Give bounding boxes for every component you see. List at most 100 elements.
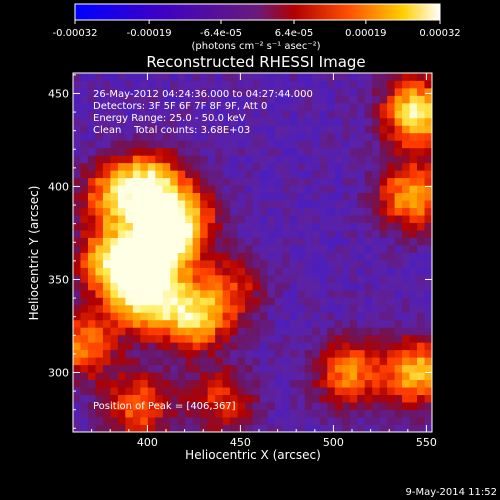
heatmap-cell xyxy=(364,364,373,373)
heatmap-cell xyxy=(289,125,298,134)
heatmap-cell xyxy=(177,379,186,388)
heatmap-cell xyxy=(282,237,291,246)
heatmap-cell xyxy=(402,267,410,276)
heatmap-cell xyxy=(282,364,291,373)
heatmap-cell xyxy=(102,80,111,89)
heatmap-cell xyxy=(297,147,306,156)
heatmap-cell xyxy=(162,297,171,306)
heatmap-cell xyxy=(87,334,96,343)
heatmap-cell xyxy=(349,334,358,343)
heatmap-cell xyxy=(215,289,223,298)
heatmap-cell xyxy=(259,402,268,410)
heatmap-cell xyxy=(117,147,126,156)
heatmap-cell xyxy=(334,342,343,351)
heatmap-cell xyxy=(259,170,268,179)
heatmap-cell xyxy=(147,289,156,298)
heatmap-cell xyxy=(222,192,231,201)
heatmap-cell xyxy=(87,379,96,388)
heatmap-cell xyxy=(297,394,306,403)
heatmap-cell xyxy=(237,364,246,373)
heatmap-cell xyxy=(402,312,410,321)
heatmap-cell xyxy=(357,379,366,388)
heatmap-cell xyxy=(342,312,351,321)
heatmap-cell xyxy=(200,402,209,410)
heatmap-cell xyxy=(245,155,253,164)
heatmap-cell xyxy=(274,155,283,164)
heatmap-cell xyxy=(327,87,336,96)
heatmap-cell xyxy=(357,215,366,223)
heatmap-cell xyxy=(185,402,194,410)
heatmap-cell xyxy=(387,289,396,298)
heatmap-cell xyxy=(372,417,381,425)
heatmap-cell xyxy=(372,117,381,126)
heatmap-cell xyxy=(349,170,358,179)
heatmap-cell xyxy=(73,207,81,216)
heatmap-cell xyxy=(132,267,141,276)
heatmap-cell xyxy=(237,334,246,343)
heatmap-cell xyxy=(132,312,141,321)
heatmap-cell xyxy=(274,87,283,96)
heatmap-cell xyxy=(282,252,291,261)
heatmap-cell xyxy=(372,87,381,96)
heatmap-cell xyxy=(117,102,126,111)
heatmap-cell xyxy=(177,245,186,253)
heatmap-cell xyxy=(349,192,358,201)
heatmap-cell xyxy=(215,334,223,343)
heatmap-cell xyxy=(215,215,223,223)
heatmap-cell xyxy=(364,304,373,313)
heatmap-cell xyxy=(170,237,179,246)
heatmap-cell xyxy=(319,282,328,291)
heatmap-cell xyxy=(372,80,381,89)
heatmap-cell xyxy=(185,357,194,366)
heatmap-cell xyxy=(327,185,336,194)
heatmap-cell xyxy=(185,282,194,291)
heatmap-cell xyxy=(200,357,209,366)
heatmap-cell xyxy=(282,207,291,216)
heatmap-cell xyxy=(162,162,171,171)
heatmap-cell xyxy=(237,282,246,291)
heatmap-cell xyxy=(162,424,171,433)
heatmap-cell xyxy=(312,95,321,104)
heatmap-cell xyxy=(147,185,156,194)
heatmap-cell xyxy=(424,357,433,366)
heatmap-cell xyxy=(192,162,201,171)
heatmap-cell xyxy=(267,297,276,306)
heatmap-cell xyxy=(117,364,126,373)
heatmap-cell xyxy=(80,297,89,306)
heatmap-cell xyxy=(245,402,253,410)
heatmap-cell xyxy=(245,170,253,179)
heatmap-cell xyxy=(207,245,216,253)
heatmap-cell xyxy=(379,297,388,306)
heatmap-cell xyxy=(357,95,366,104)
heatmap-cell xyxy=(259,342,268,351)
heatmap-cell xyxy=(342,237,351,246)
heatmap-cell xyxy=(140,334,149,343)
heatmap-cell xyxy=(372,207,381,216)
heatmap-cell xyxy=(73,342,81,351)
heatmap-cell xyxy=(80,417,89,425)
heatmap-cell xyxy=(349,110,358,119)
heatmap-cell xyxy=(387,252,396,261)
heatmap-cell xyxy=(207,73,216,81)
heatmap-cell xyxy=(282,73,291,81)
heatmap-cell xyxy=(185,297,194,306)
heatmap-cell xyxy=(117,424,126,433)
heatmap-cell xyxy=(117,117,126,126)
heatmap-cell xyxy=(245,357,253,366)
heatmap-cell xyxy=(252,274,261,283)
heatmap-cell xyxy=(87,110,96,119)
heatmap-cell xyxy=(237,177,246,186)
heatmap-cell xyxy=(117,170,126,179)
heatmap-cell xyxy=(230,230,238,238)
heatmap-cell xyxy=(237,267,246,276)
heatmap-cell xyxy=(80,357,89,366)
heatmap-cell xyxy=(402,102,410,111)
heatmap-cell xyxy=(207,417,216,425)
heatmap-cell xyxy=(319,297,328,306)
heatmap-cell xyxy=(364,73,373,81)
heatmap-cell xyxy=(140,274,149,283)
heatmap-cell xyxy=(274,185,283,194)
heatmap-cell xyxy=(357,170,366,179)
colorbar: -0.00032 -0.00019 -6.4e-05 6.4e-05 0.00019 0.… xyxy=(53,3,461,52)
heatmap-cell xyxy=(342,110,351,119)
